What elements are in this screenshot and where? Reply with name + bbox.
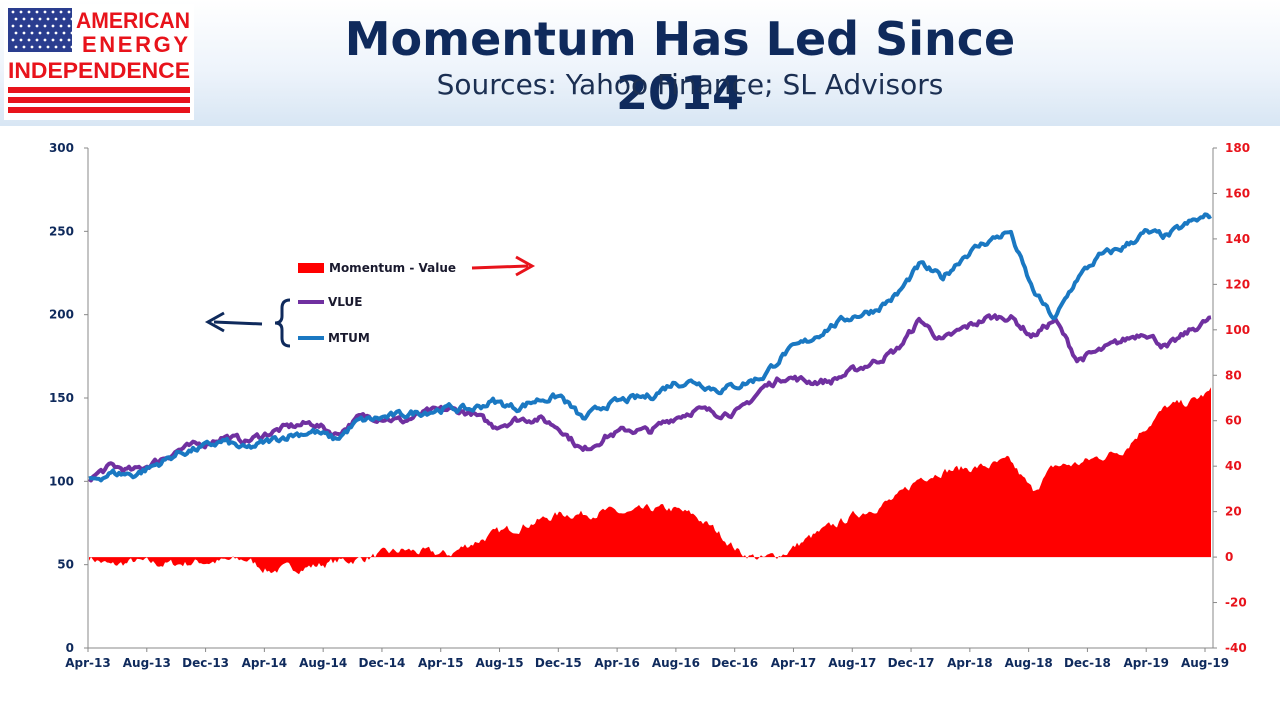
y-left-tick-label: 0	[66, 641, 74, 655]
y-right-tick-label: 160	[1225, 186, 1250, 200]
y-right-tick-label: 100	[1225, 323, 1250, 337]
momentum-vs-value-chart: 0 50 100 150 200 250 300 -40 -20 0 20 40 60 80 100 120 1…	[49, 141, 1250, 670]
series-area-momentum-value	[89, 387, 1211, 575]
logo-text-line2: ENERGY	[82, 32, 188, 57]
y-left-tick-label: 200	[49, 308, 74, 322]
y-right-tick-label: 60	[1225, 414, 1242, 428]
legend-swatch-momentum-value	[298, 263, 324, 273]
legend-label-momentum-value: Momentum - Value	[329, 261, 456, 275]
y-right-tick-label: 40	[1225, 459, 1242, 473]
x-tick-label: Apr-14	[242, 656, 287, 670]
x-tick-label: Aug-18	[1005, 656, 1053, 670]
x-tick-label: Aug-15	[475, 656, 523, 670]
legend-label-vlue: VLUE	[328, 295, 362, 309]
x-tick-label: Aug-17	[828, 656, 876, 670]
x-tick-label: Dec-18	[1064, 656, 1111, 670]
y-right-tick-label: 20	[1225, 505, 1242, 519]
header-banner: AMERICAN ENERGY INDEPENDENCE Momentum Ha…	[0, 0, 1280, 126]
x-tick-label: Aug-13	[123, 656, 171, 670]
x-tick-label: Apr-17	[771, 656, 816, 670]
american-energy-independence-logo: AMERICAN ENERGY INDEPENDENCE	[4, 4, 194, 120]
x-tick-label: Dec-16	[711, 656, 758, 670]
y-left-tick-label: 150	[49, 391, 74, 405]
brace-icon	[274, 298, 291, 348]
y-right-tick-label: 140	[1225, 232, 1250, 246]
x-tick-label: Dec-15	[535, 656, 582, 670]
logo-text-line3: INDEPENDENCE	[8, 58, 190, 83]
legend-label-mtum: MTUM	[328, 331, 370, 345]
series-line-vlue	[87, 313, 1212, 483]
y-left-tick-label: 100	[49, 474, 74, 488]
x-tick-label: Dec-17	[888, 656, 935, 670]
x-tick-label: Aug-16	[652, 656, 700, 670]
page-subtitle: Sources: Yahoo Finance; SL Advisors	[436, 68, 944, 101]
y-right-tick-label: 180	[1225, 141, 1250, 155]
y-right-tick-label: -40	[1225, 641, 1247, 655]
x-tick-label: Apr-13	[65, 656, 110, 670]
x-tick-label: Apr-18	[947, 656, 992, 670]
arrow-right-icon	[515, 255, 536, 277]
left-arrow-line	[213, 320, 263, 326]
y-right-tick-label: 80	[1225, 368, 1242, 382]
y-right-tick-label: 120	[1225, 277, 1250, 291]
y-left-tick-label: 300	[49, 141, 74, 155]
arrow-left-icon	[204, 311, 225, 333]
page-title: Momentum Has Led Since 2014	[344, 12, 1016, 120]
y-right-tick-label: -20	[1225, 596, 1247, 610]
right-arrow-line	[471, 264, 529, 270]
x-tick-label: Aug-14	[299, 656, 347, 670]
x-tick-label: Apr-16	[594, 656, 639, 670]
x-tick-label: Dec-13	[182, 656, 229, 670]
y-left-tick-label: 250	[49, 224, 74, 238]
logo-text-line1: AMERICAN	[76, 8, 190, 33]
x-tick-label: Apr-19	[1123, 656, 1168, 670]
x-tick-label: Aug-19	[1181, 656, 1229, 670]
y-left-tick-label: 50	[57, 558, 74, 572]
series-line-mtum	[88, 212, 1212, 483]
y-right-tick-label: 0	[1225, 550, 1233, 564]
x-tick-label: Dec-14	[358, 656, 405, 670]
x-tick-label: Apr-15	[418, 656, 463, 670]
